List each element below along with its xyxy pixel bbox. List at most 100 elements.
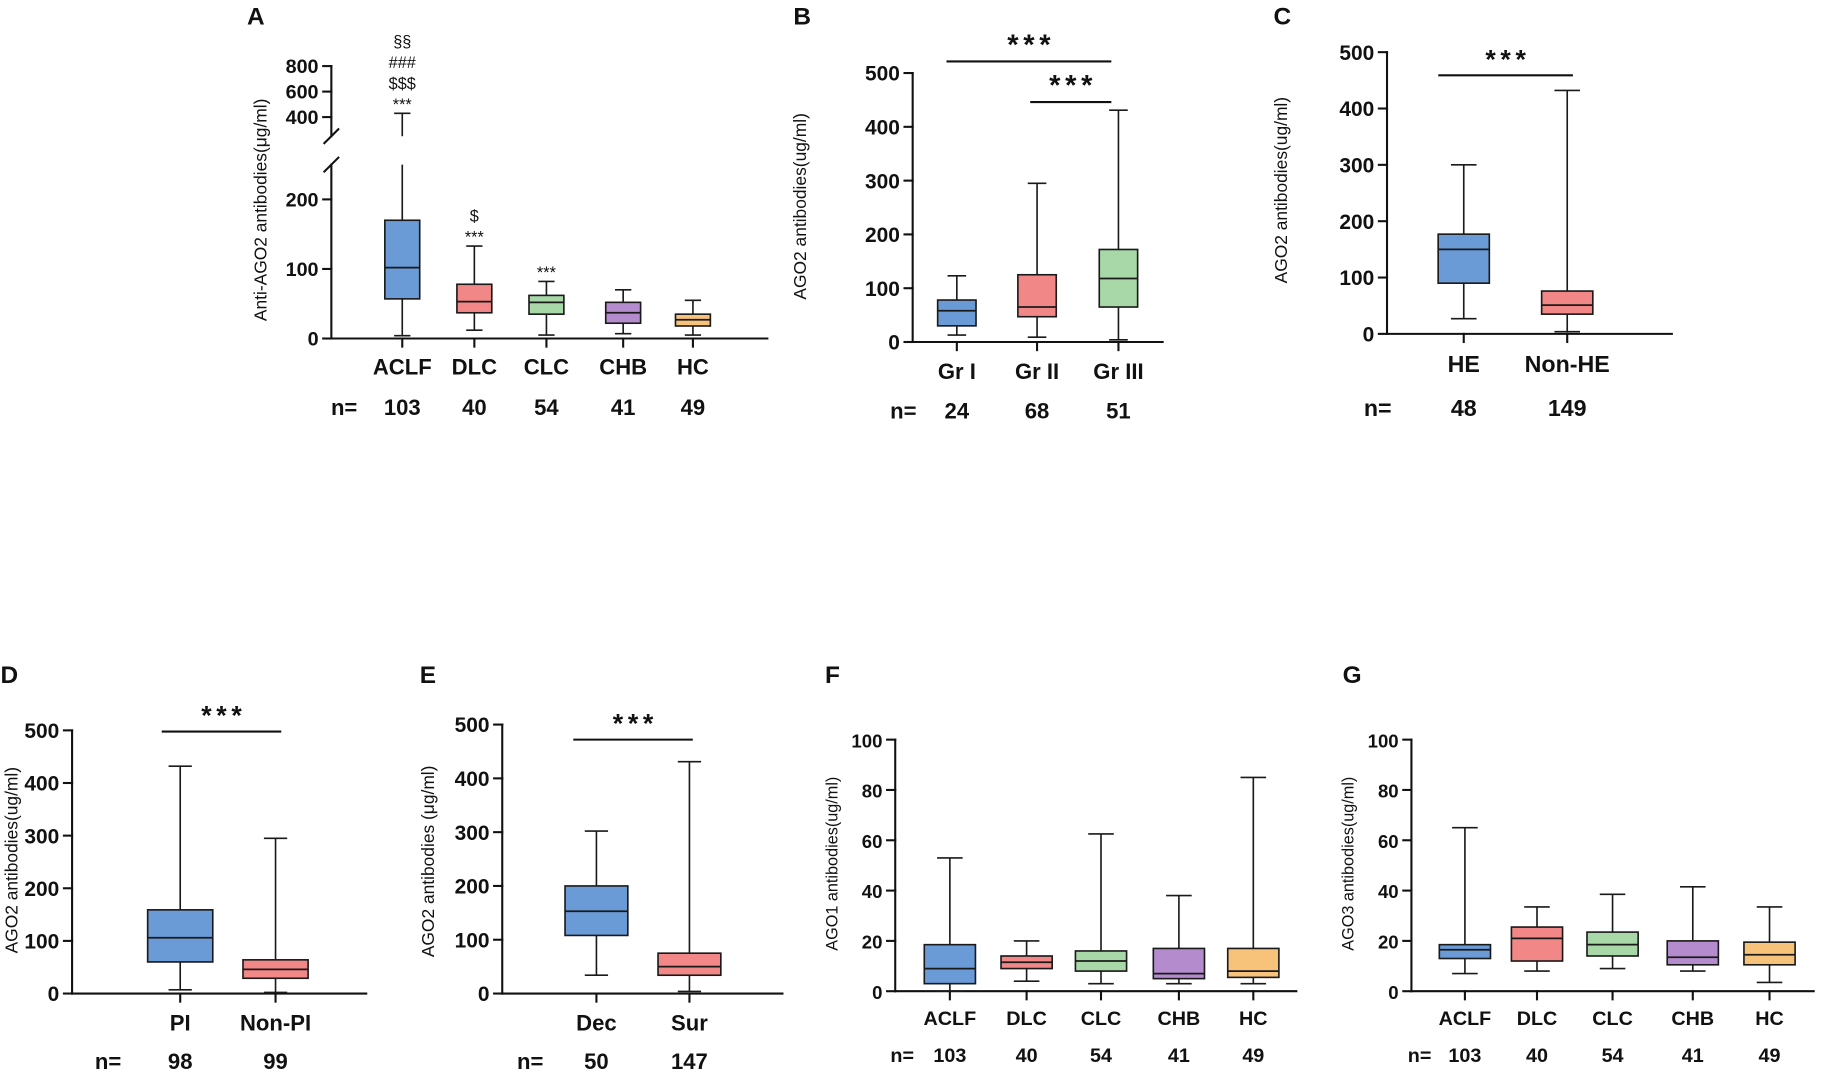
y-tick-label: 200 bbox=[865, 224, 900, 247]
category-label: CLC bbox=[1592, 1008, 1633, 1030]
n-value: 54 bbox=[1090, 1045, 1112, 1067]
n-value: 40 bbox=[1526, 1045, 1548, 1067]
panel-g: G AGO3 antibodies(ug/ml) 0 20 40 60 80 100 ACLF 1… bbox=[1340, 662, 1815, 1067]
y-tick-label: 0 bbox=[1363, 324, 1375, 347]
panel-a: A Anti-AGO2 antibodies(μg/ml) 0 100 200 400 60… bbox=[247, 3, 769, 420]
y-tick-label: 500 bbox=[1339, 42, 1374, 65]
n-label: n= bbox=[1408, 1045, 1432, 1067]
significance-label: *** bbox=[1485, 44, 1530, 74]
box-plot-pi: PI 98 bbox=[146, 765, 214, 1074]
significance-label: *** bbox=[1007, 30, 1055, 62]
y-axis-label: AGO3 antibodies(ug/ml) bbox=[1340, 777, 1358, 951]
panel-letter: C bbox=[1274, 3, 1292, 30]
significance-annotation: $ bbox=[470, 208, 479, 226]
y-tick-label: 100 bbox=[286, 259, 319, 281]
box-plot-aclf: ACLF 103 bbox=[923, 857, 977, 1067]
y-axis-label: AGO1 antibodies(ug/ml) bbox=[823, 777, 841, 951]
panel-d: D AGO2 antibodies(ug/ml) 0 100 200 300 400 500 P… bbox=[0, 662, 368, 1074]
n-value: 54 bbox=[534, 395, 559, 420]
n-value: 54 bbox=[1602, 1045, 1624, 1067]
box-plot-he: HE 48 bbox=[1437, 164, 1491, 421]
category-label: Dec bbox=[576, 1011, 617, 1036]
category-label: Sur bbox=[671, 1011, 708, 1036]
category-label: CLC bbox=[1081, 1008, 1122, 1030]
iqr-box bbox=[528, 294, 565, 315]
y-axis-label: AGO2 antibodies(ug/ml) bbox=[790, 113, 810, 299]
iqr-box bbox=[1438, 943, 1492, 960]
y-tick-label: 20 bbox=[862, 932, 883, 953]
y-tick-label: 60 bbox=[862, 831, 883, 852]
iqr-box bbox=[1666, 940, 1720, 966]
iqr-box bbox=[1017, 273, 1058, 318]
n-value: 147 bbox=[671, 1049, 708, 1074]
box-plot-hc: HC 49 bbox=[674, 299, 712, 420]
n-value: 41 bbox=[611, 395, 636, 420]
box-plot-non-he: Non-HE 149 bbox=[1525, 89, 1610, 421]
category-label: Gr I bbox=[938, 359, 976, 384]
significance-annotation: §§ bbox=[393, 33, 411, 51]
box-plot-gr-iii: Gr III 51 bbox=[1093, 109, 1144, 424]
category-label: HE bbox=[1448, 351, 1480, 377]
n-value: 40 bbox=[1016, 1045, 1038, 1067]
y-tick-label: 300 bbox=[865, 170, 900, 193]
significance-label: *** bbox=[1049, 70, 1097, 102]
category-label: PI bbox=[170, 1011, 191, 1036]
n-value: 68 bbox=[1025, 399, 1050, 424]
y-tick-label: 200 bbox=[24, 878, 59, 901]
y-tick-label: 100 bbox=[24, 931, 59, 954]
n-value: 48 bbox=[1451, 395, 1477, 421]
iqr-box bbox=[936, 299, 977, 327]
n-value: 99 bbox=[263, 1049, 288, 1074]
y-tick-label: 300 bbox=[455, 822, 490, 845]
y-tick-label: 400 bbox=[865, 117, 900, 140]
category-label: CHB bbox=[599, 354, 647, 379]
y-tick-label: 300 bbox=[24, 825, 59, 848]
category-label: CLC bbox=[524, 354, 569, 379]
panel-letter: A bbox=[247, 3, 265, 30]
iqr-box bbox=[1743, 941, 1796, 966]
y-tick-label: 200 bbox=[455, 876, 490, 899]
category-label: ACLF bbox=[373, 354, 432, 379]
box-plot-dlc: $ *** DLC 40 bbox=[452, 208, 497, 420]
iqr-box bbox=[146, 909, 214, 963]
y-tick-label: 400 bbox=[286, 107, 319, 129]
y-tick-label: 100 bbox=[1339, 267, 1374, 290]
panel-f: F AGO1 antibodies(ug/ml) 0 20 40 60 80 100 ACLF 1… bbox=[823, 662, 1298, 1067]
n-label: n= bbox=[1364, 395, 1392, 421]
significance-annotation: ### bbox=[389, 54, 416, 72]
n-label: n= bbox=[331, 395, 357, 420]
y-tick-label: 80 bbox=[862, 781, 883, 802]
axis-break-mark bbox=[322, 127, 340, 145]
n-value: 40 bbox=[462, 395, 487, 420]
y-tick-label: 0 bbox=[1388, 982, 1398, 1003]
significance-annotation: *** bbox=[393, 96, 413, 114]
y-tick-label: 400 bbox=[24, 773, 59, 796]
y-tick-label: 100 bbox=[865, 278, 900, 301]
category-label: CHB bbox=[1158, 1008, 1201, 1030]
box-plot-clc: CLC 54 bbox=[1074, 833, 1128, 1067]
y-tick-label: 0 bbox=[308, 329, 319, 351]
n-label: n= bbox=[517, 1049, 543, 1074]
box-plot-hc: HC 49 bbox=[1743, 906, 1796, 1067]
category-label: DLC bbox=[1006, 1008, 1047, 1030]
box-plot-sur: Sur 147 bbox=[657, 760, 722, 1074]
panel-letter: E bbox=[420, 662, 436, 689]
y-axis-label: AGO2 antibodies(ug/ml) bbox=[2, 767, 22, 953]
iqr-box bbox=[456, 283, 493, 314]
iqr-box bbox=[384, 219, 421, 300]
y-tick-label: 200 bbox=[1339, 211, 1374, 234]
y-tick-label: 20 bbox=[1378, 932, 1399, 953]
category-label: HC bbox=[1755, 1008, 1784, 1030]
y-tick-label: 400 bbox=[455, 768, 490, 791]
box-plot-clc: *** CLC 54 bbox=[524, 264, 569, 420]
n-value: 49 bbox=[1759, 1045, 1781, 1067]
n-label: n= bbox=[95, 1049, 121, 1074]
n-value: 24 bbox=[945, 399, 970, 424]
significance-label: *** bbox=[201, 701, 246, 731]
n-value: 98 bbox=[168, 1049, 193, 1074]
n-value: 41 bbox=[1168, 1045, 1190, 1067]
box-plot-aclf: §§ ### $$$ *** ACLF 103 bbox=[373, 33, 432, 420]
n-label: n= bbox=[890, 399, 916, 424]
box-plot-dlc: DLC 40 bbox=[1000, 940, 1053, 1067]
